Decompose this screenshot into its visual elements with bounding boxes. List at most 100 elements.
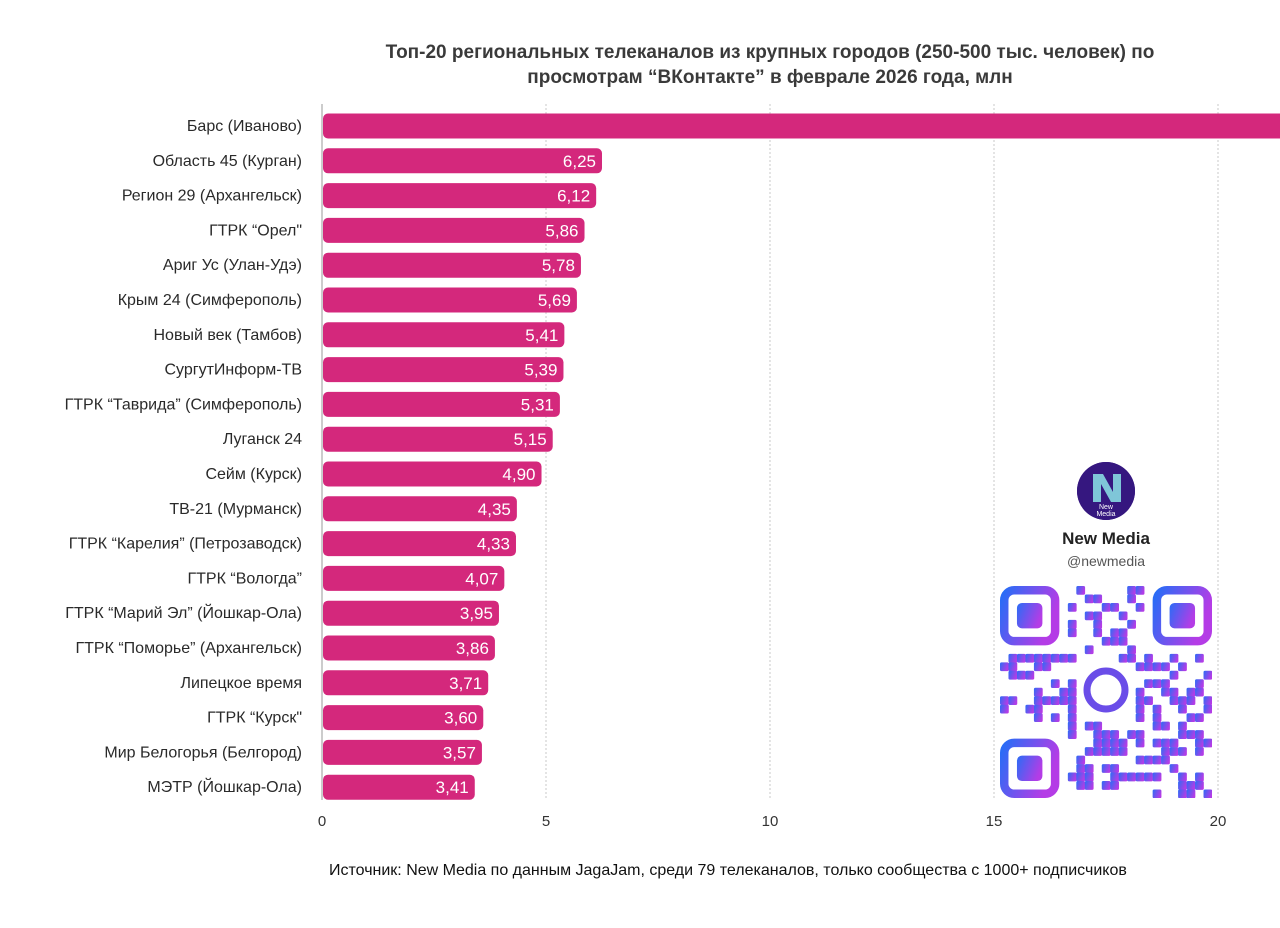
bar-value-label: 6,25: [563, 152, 596, 171]
qr-module: [1178, 704, 1187, 714]
bar: [323, 531, 516, 557]
qr-module: [1084, 645, 1094, 655]
qr-finder-center: [1016, 755, 1043, 782]
qr-module: [1118, 653, 1128, 663]
qr-module: [1110, 730, 1120, 739]
qr-module: [1000, 662, 1009, 672]
logo-mark-icon: New Media: [1077, 462, 1135, 520]
qr-finder-center: [1016, 602, 1043, 629]
qr-module: [1042, 653, 1052, 663]
qr-finder-center: [1169, 602, 1196, 629]
qr-module: [1076, 764, 1086, 773]
source-note: Источник: New Media по данным JagaJam, с…: [329, 862, 1127, 879]
qr-module: [1186, 730, 1196, 739]
qr-module: [1186, 713, 1196, 722]
qr-module: [1127, 645, 1136, 655]
bar: [323, 252, 581, 278]
bar: [323, 391, 560, 417]
category-label: Регион 29 (Архангельск): [122, 188, 302, 205]
qr-finder: [1000, 586, 1060, 646]
qr-module: [1195, 781, 1204, 790]
qr-module: [1135, 586, 1145, 595]
qr-module: [1067, 772, 1077, 782]
bar: [323, 148, 602, 174]
bar-value-label: 3,95: [460, 604, 493, 623]
category-label: ТВ-21 (Мурманск): [169, 501, 302, 518]
qr-module: [1127, 730, 1136, 739]
qr-module: [1093, 628, 1103, 638]
bar: [323, 496, 517, 522]
qr-module: [1161, 721, 1170, 731]
qr-module: [1161, 662, 1170, 672]
category-label: ГТРК “Курск": [207, 710, 302, 727]
qr-module: [1042, 662, 1052, 672]
qr-module: [1203, 704, 1212, 714]
qr-module: [1067, 653, 1077, 663]
qr-module: [1118, 611, 1128, 621]
qr-module: [1178, 662, 1187, 672]
qr-module: [1067, 619, 1077, 629]
qr-module: [1050, 713, 1060, 722]
category-label: ГТРК “Таврида” (Симферополь): [65, 396, 302, 413]
qr-module: [1195, 679, 1204, 689]
qr-module: [1101, 747, 1111, 756]
qr-module: [1008, 670, 1018, 680]
qr-module: [1195, 738, 1204, 748]
qr-module: [1033, 704, 1043, 714]
bar-value-label: 5,41: [525, 326, 558, 345]
category-label: ГТРК “Орел": [209, 222, 302, 239]
new-media-logo: New Media: [1077, 462, 1135, 520]
qr-module: [1110, 772, 1120, 782]
brand-handle[interactable]: @newmedia: [1066, 553, 1146, 569]
qr-module: [1152, 738, 1162, 748]
bar-value-label: 3,86: [456, 639, 489, 658]
bar-value-label: 5,31: [521, 395, 554, 414]
bar: [323, 183, 597, 209]
qr-module: [1059, 687, 1069, 697]
qr-module: [1169, 687, 1179, 697]
bar: [323, 287, 577, 313]
qr-module: [1093, 747, 1103, 756]
qr-module: [1110, 764, 1120, 773]
qr-module: [1093, 619, 1103, 629]
category-label: СургутИнформ-ТВ: [164, 362, 302, 379]
qr-module: [1033, 662, 1043, 672]
qr-module: [1101, 764, 1111, 773]
qr-code[interactable]: [1000, 586, 1212, 798]
qr-module: [1042, 696, 1052, 706]
qr-module: [1084, 781, 1094, 790]
qr-module: [1084, 772, 1094, 782]
qr-module: [1195, 713, 1204, 722]
chart-title: Топ-20 региональных телеканалов из крупн…: [330, 40, 1210, 90]
x-tick-label: 0: [318, 813, 326, 830]
bar: [323, 705, 484, 731]
bar: [323, 635, 495, 661]
qr-module: [1152, 662, 1162, 672]
qr-module: [1152, 679, 1162, 689]
qr-module: [1161, 679, 1170, 689]
qr-module: [1033, 687, 1043, 697]
qr-module: [1110, 628, 1120, 638]
bar: [323, 600, 499, 626]
qr-module: [1101, 602, 1111, 612]
qr-module: [1152, 772, 1162, 782]
qr-module: [1093, 611, 1103, 621]
bar: [323, 357, 564, 383]
qr-module: [1000, 704, 1009, 714]
qr-module: [1144, 653, 1153, 663]
qr-module: [1135, 772, 1145, 782]
qr-module: [1008, 662, 1018, 672]
chart-title-line-1: Топ-20 региональных телеканалов из крупн…: [385, 42, 1155, 63]
qr-module: [1195, 653, 1204, 663]
qr-module: [1169, 653, 1179, 663]
bar: [323, 461, 542, 487]
qr-module: [1127, 594, 1136, 604]
category-label: Область 45 (Курган): [153, 153, 302, 170]
category-label: Барс (Иваново): [187, 118, 302, 135]
bar-value-label: 5,78: [542, 256, 575, 275]
qr-module: [1135, 687, 1145, 697]
x-tick-label: 15: [986, 813, 1003, 830]
qr-module: [1118, 747, 1128, 756]
qr-module: [1084, 721, 1094, 731]
bar: [323, 322, 565, 348]
